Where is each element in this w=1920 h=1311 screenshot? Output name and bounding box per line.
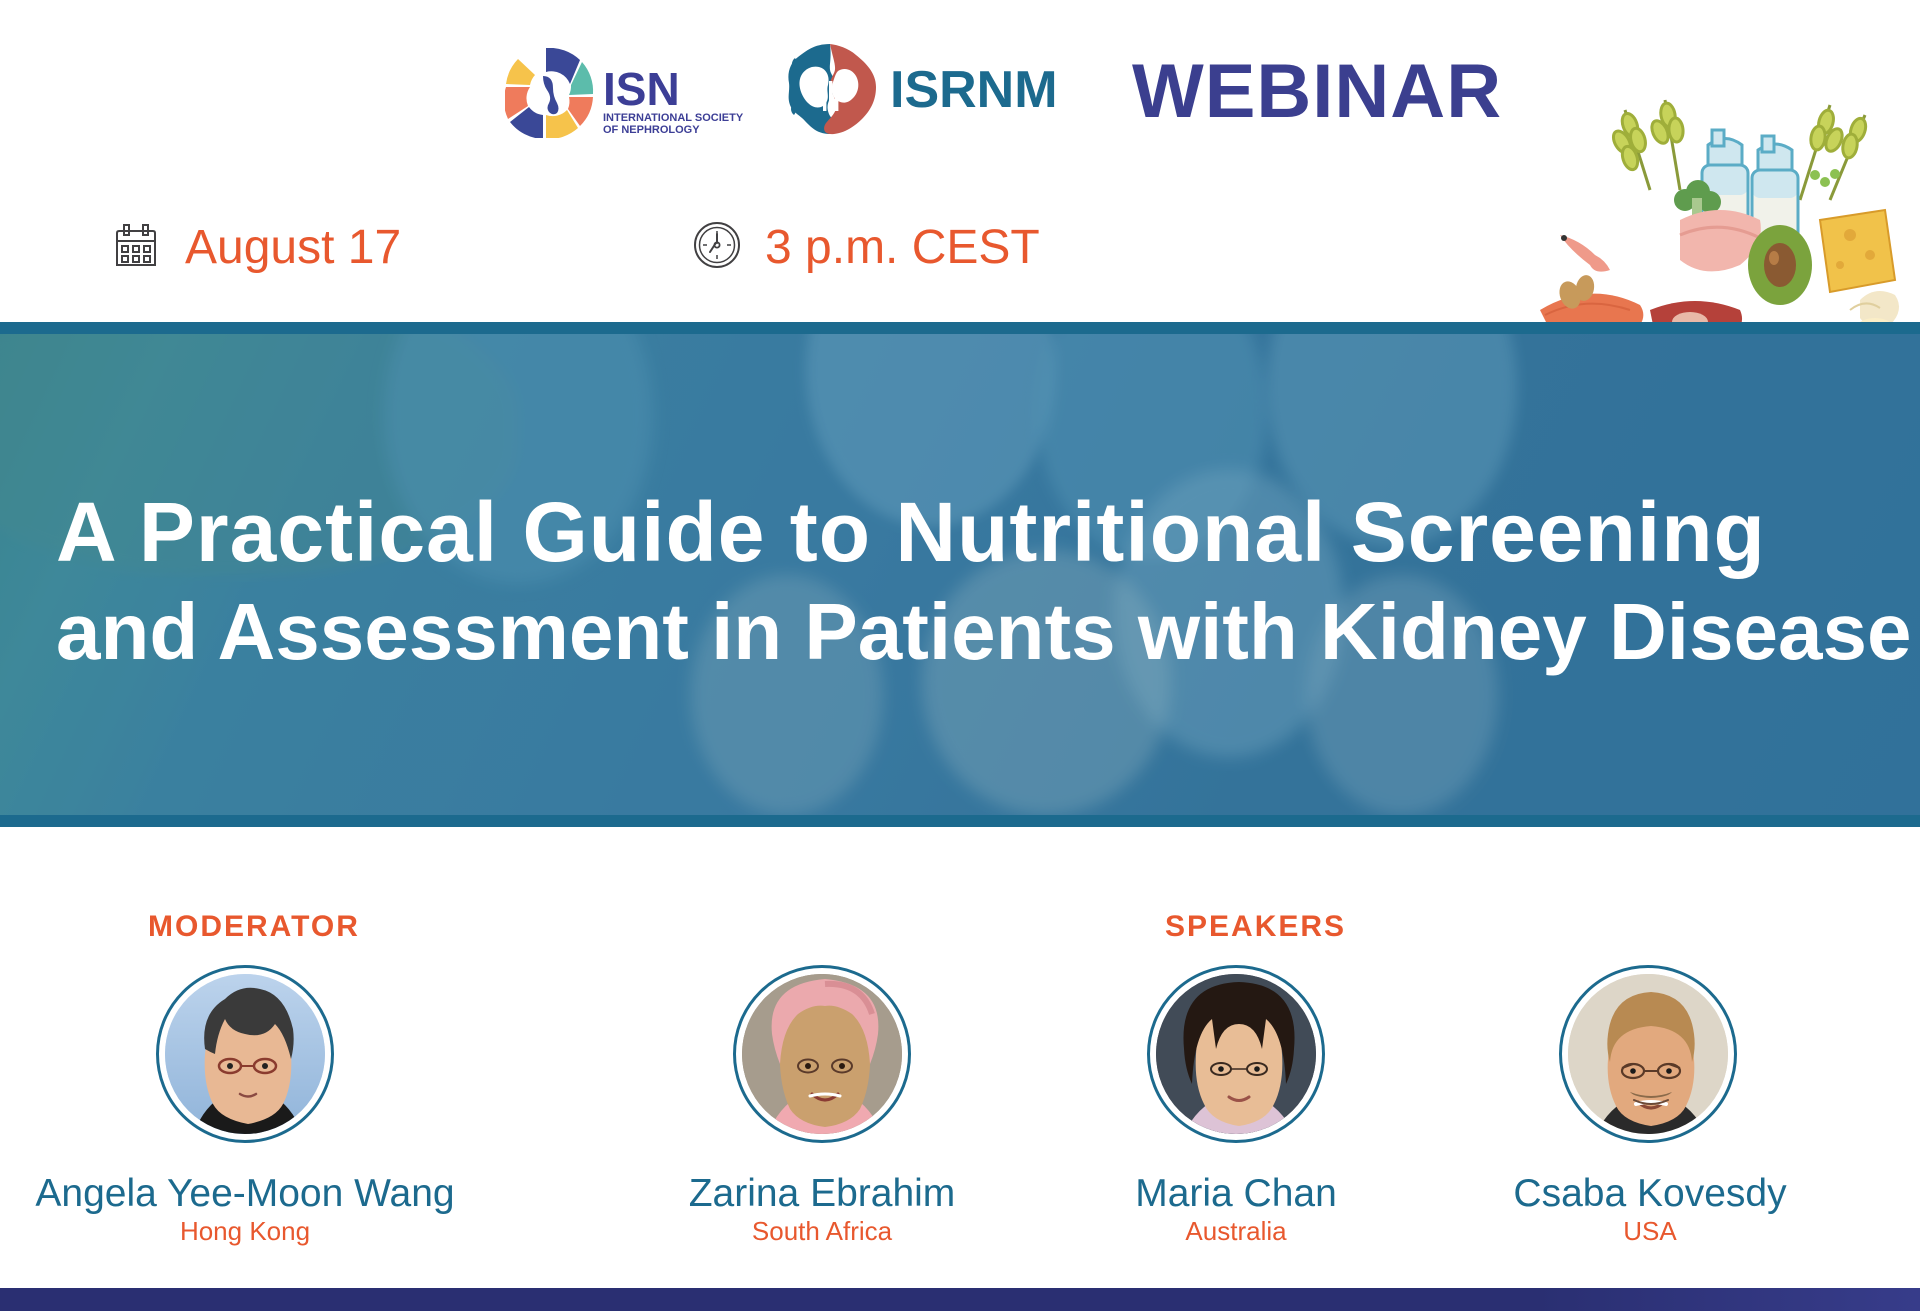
svg-text:OF NEPHROLOGY: OF NEPHROLOGY: [603, 124, 700, 136]
svg-text:ISRNM: ISRNM: [890, 61, 1058, 119]
svg-text:INTERNATIONAL SOCIETY: INTERNATIONAL SOCIETY: [603, 112, 744, 124]
svg-text:ISN: ISN: [603, 63, 680, 115]
